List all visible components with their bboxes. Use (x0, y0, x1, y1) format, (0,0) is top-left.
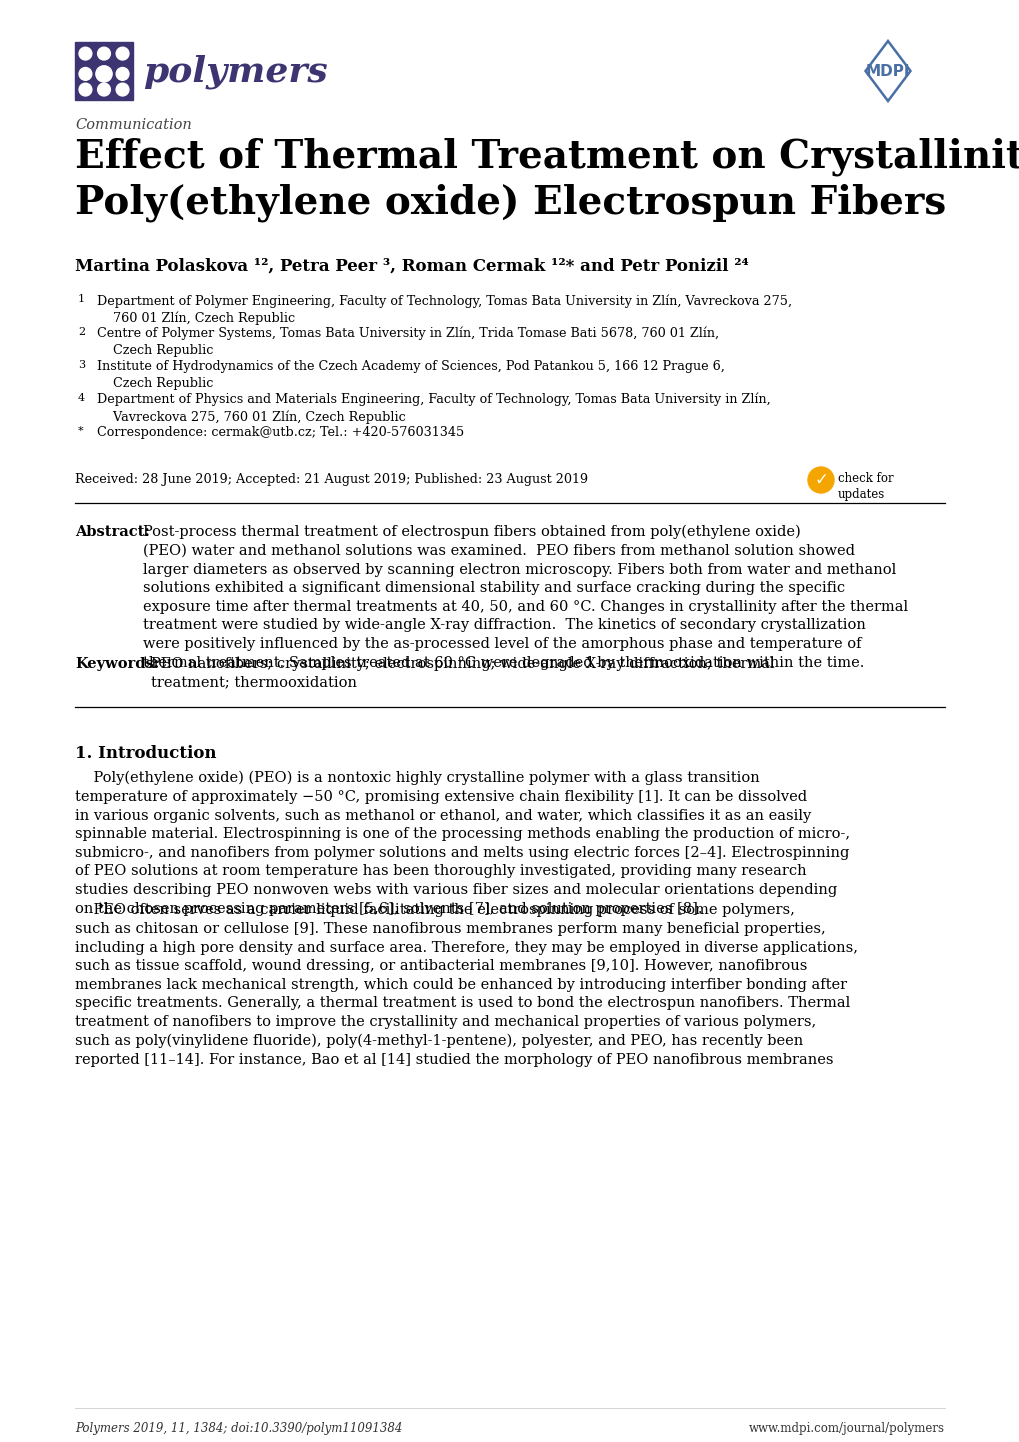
Text: Institute of Hydrodynamics of the Czech Academy of Sciences, Pod Patankou 5, 166: Institute of Hydrodynamics of the Czech … (97, 360, 725, 389)
Text: Department of Polymer Engineering, Faculty of Technology, Tomas Bata University : Department of Polymer Engineering, Facul… (97, 294, 792, 324)
Text: Polymers 2019, 11, 1384; doi:10.3390/polym11091384: Polymers 2019, 11, 1384; doi:10.3390/pol… (75, 1422, 401, 1435)
Circle shape (79, 48, 92, 61)
Text: 4: 4 (77, 394, 85, 402)
Text: Martina Polaskova ¹², Petra Peer ³, Roman Cermak ¹²* and Petr Ponizil ²⁴: Martina Polaskova ¹², Petra Peer ³, Roma… (75, 258, 748, 275)
Circle shape (807, 467, 834, 493)
Text: Effect of Thermal Treatment on Crystallinity of
Poly(ethylene oxide) Electrospun: Effect of Thermal Treatment on Crystalli… (75, 138, 1019, 222)
Circle shape (98, 48, 110, 61)
Text: ✓: ✓ (813, 472, 827, 489)
Text: www.mdpi.com/journal/polymers: www.mdpi.com/journal/polymers (748, 1422, 944, 1435)
Circle shape (116, 48, 128, 61)
Circle shape (96, 66, 112, 82)
Text: 1: 1 (77, 294, 85, 304)
Text: Post-process thermal treatment of electrospun fibers obtained from poly(ethylene: Post-process thermal treatment of electr… (143, 525, 907, 669)
Text: Correspondence: cermak@utb.cz; Tel.: +420-576031345: Correspondence: cermak@utb.cz; Tel.: +42… (97, 425, 464, 438)
Circle shape (116, 84, 128, 97)
Text: polymers: polymers (143, 55, 327, 89)
Text: Centre of Polymer Systems, Tomas Bata University in Zlín, Trida Tomase Bati 5678: Centre of Polymer Systems, Tomas Bata Un… (97, 327, 718, 358)
Circle shape (79, 68, 92, 81)
Circle shape (98, 84, 110, 97)
Text: Poly(ethylene oxide) (PEO) is a nontoxic highly crystalline polymer with a glass: Poly(ethylene oxide) (PEO) is a nontoxic… (75, 771, 849, 916)
Text: Keywords:: Keywords: (75, 658, 159, 671)
Text: PEO nanofibers; crystallinity; electrospinning; wide-angle X-ray diffraction; th: PEO nanofibers; crystallinity; electrosp… (151, 658, 773, 689)
Text: Department of Physics and Materials Engineering, Faculty of Technology, Tomas Ba: Department of Physics and Materials Engi… (97, 394, 770, 424)
Text: PEO often serves as a carrier liquid facilitating the electrospinning process of: PEO often serves as a carrier liquid fac… (75, 903, 857, 1067)
Text: MDPI: MDPI (865, 63, 909, 78)
Circle shape (79, 84, 92, 97)
Text: check for
updates: check for updates (838, 472, 893, 500)
Text: Communication: Communication (75, 118, 192, 133)
Bar (75, 42, 132, 99)
Text: 1. Introduction: 1. Introduction (75, 746, 216, 761)
Text: 2: 2 (77, 327, 85, 337)
Circle shape (116, 68, 128, 81)
Text: *: * (77, 425, 84, 435)
Text: Abstract:: Abstract: (75, 525, 150, 539)
Text: Received: 28 June 2019; Accepted: 21 August 2019; Published: 23 August 2019: Received: 28 June 2019; Accepted: 21 Aug… (75, 473, 588, 486)
Text: 3: 3 (77, 360, 85, 371)
